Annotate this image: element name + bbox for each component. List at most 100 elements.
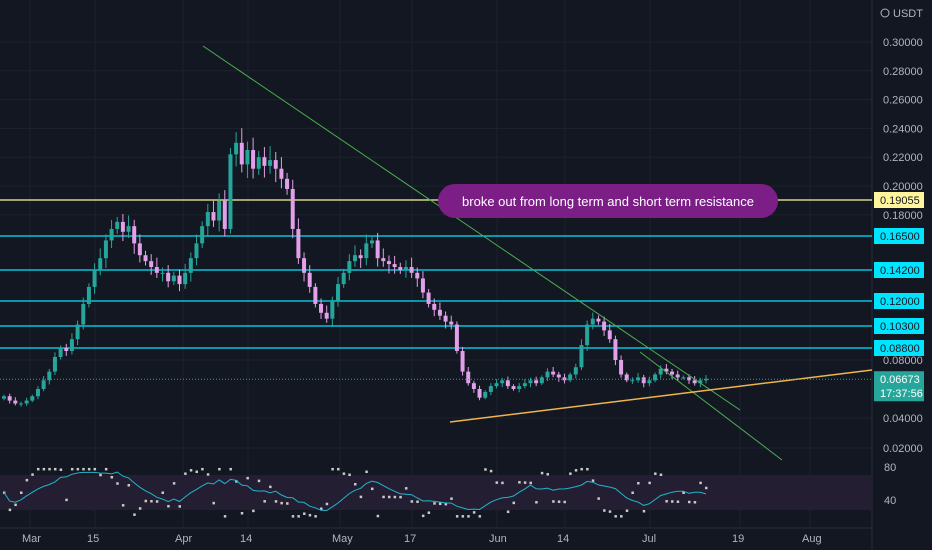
osc-point-78 — [444, 502, 448, 506]
candle-body-66 — [375, 240, 380, 259]
candle-body-10 — [58, 348, 63, 357]
osc-point-104 — [591, 479, 595, 482]
osc-point-115 — [654, 472, 657, 475]
osc-point-113 — [642, 509, 646, 513]
candle-body-50 — [285, 178, 290, 189]
candle-body-49 — [279, 168, 284, 179]
osc-point-21 — [121, 504, 125, 507]
osc-point-28 — [161, 491, 165, 494]
osc-point-23 — [133, 513, 136, 516]
osc-point-105 — [597, 497, 600, 500]
candle-body-42 — [239, 142, 244, 165]
candle-body-18 — [103, 240, 108, 259]
candle-body-19 — [109, 228, 114, 241]
osc-point-96 — [546, 473, 549, 476]
candle-body-48 — [273, 160, 278, 169]
level-tag-2 — [874, 262, 924, 278]
osc-point-57 — [325, 502, 329, 506]
candle-body-44 — [251, 150, 256, 169]
osc-point-41 — [235, 480, 238, 483]
level-tag-label-4: 0.10300 — [880, 321, 920, 333]
osc-point-56 — [320, 507, 323, 510]
candle-body-73 — [415, 272, 420, 279]
osc-point-87 — [495, 481, 499, 484]
candle-body-100 — [568, 374, 573, 381]
candle-body-111 — [630, 380, 635, 382]
candle-body-40 — [228, 154, 233, 229]
osc-point-121 — [688, 500, 691, 504]
candle-body-119 — [675, 374, 680, 378]
osc-point-68 — [387, 495, 391, 499]
osc-point-8 — [48, 467, 51, 471]
candle-body-83 — [471, 383, 476, 389]
short-term-resistance-line — [639, 351, 783, 461]
osc-point-65 — [370, 487, 374, 491]
chart-background — [0, 0, 872, 550]
osc-point-108 — [614, 515, 617, 518]
candle-body-41 — [234, 142, 239, 155]
countdown-label: 17:37:56 — [880, 388, 923, 400]
x-tick-8: Jul — [642, 533, 656, 545]
candle-body-87 — [494, 383, 499, 387]
osc-point-117 — [665, 499, 668, 503]
candle-body-63 — [358, 255, 363, 259]
osc-point-53 — [303, 512, 306, 515]
candle-body-110 — [624, 374, 629, 381]
osc-point-123 — [699, 481, 702, 485]
candle-body-13 — [75, 324, 80, 340]
candle-body-2 — [13, 400, 18, 404]
y-tick-4: 0.22000 — [883, 152, 923, 164]
osc-point-67 — [382, 495, 385, 499]
osc-point-20 — [116, 482, 119, 485]
candle-body-70 — [398, 267, 403, 270]
osc-point-39 — [223, 515, 227, 518]
x-tick-10: Aug — [802, 533, 822, 545]
candle-body-8 — [47, 371, 52, 381]
candle-body-29 — [166, 272, 171, 282]
osc-point-46 — [263, 500, 266, 503]
y-tick-0: 0.30000 — [883, 37, 923, 49]
candle-body-28 — [160, 272, 165, 274]
candle-body-80 — [454, 324, 459, 351]
candle-body-22 — [126, 226, 131, 232]
osc-point-27 — [155, 500, 159, 503]
osc-point-1 — [8, 508, 12, 512]
candle-body-75 — [426, 292, 431, 304]
osc-point-47 — [269, 485, 272, 489]
candle-body-14 — [81, 303, 86, 325]
osc-point-9 — [53, 467, 57, 471]
candle-body-82 — [466, 371, 471, 384]
osc-point-4 — [25, 478, 29, 482]
osc-point-26 — [150, 499, 153, 503]
candle-body-89 — [505, 380, 510, 387]
candle-body-97 — [551, 371, 556, 375]
candle-body-69 — [392, 264, 397, 268]
osc-point-64 — [365, 470, 368, 474]
candle-body-76 — [432, 303, 437, 310]
osc-point-83 — [472, 511, 476, 514]
candle-body-64 — [364, 243, 369, 259]
osc-point-34 — [195, 470, 198, 474]
osc-point-54 — [308, 513, 312, 517]
osc-point-61 — [348, 473, 351, 477]
osc-point-37 — [212, 501, 215, 505]
osc-point-36 — [206, 473, 210, 476]
candle-body-51 — [290, 188, 295, 229]
x-tick-6: Jun — [489, 533, 507, 545]
level-tag-4 — [874, 318, 924, 334]
candle-body-113 — [641, 377, 646, 384]
candle-body-39 — [222, 200, 227, 229]
candle-body-78 — [443, 315, 448, 322]
osc-point-11 — [65, 498, 68, 502]
osc-point-51 — [291, 515, 295, 518]
osc-point-89 — [506, 510, 510, 514]
candle-body-68 — [386, 261, 391, 265]
osc-point-10 — [59, 468, 63, 472]
osc-point-81 — [461, 515, 465, 518]
osc-point-107 — [608, 510, 612, 513]
osc-point-52 — [297, 515, 300, 518]
candle-body-45 — [256, 157, 261, 169]
osc-point-110 — [625, 509, 629, 512]
osc-point-102 — [580, 467, 583, 471]
